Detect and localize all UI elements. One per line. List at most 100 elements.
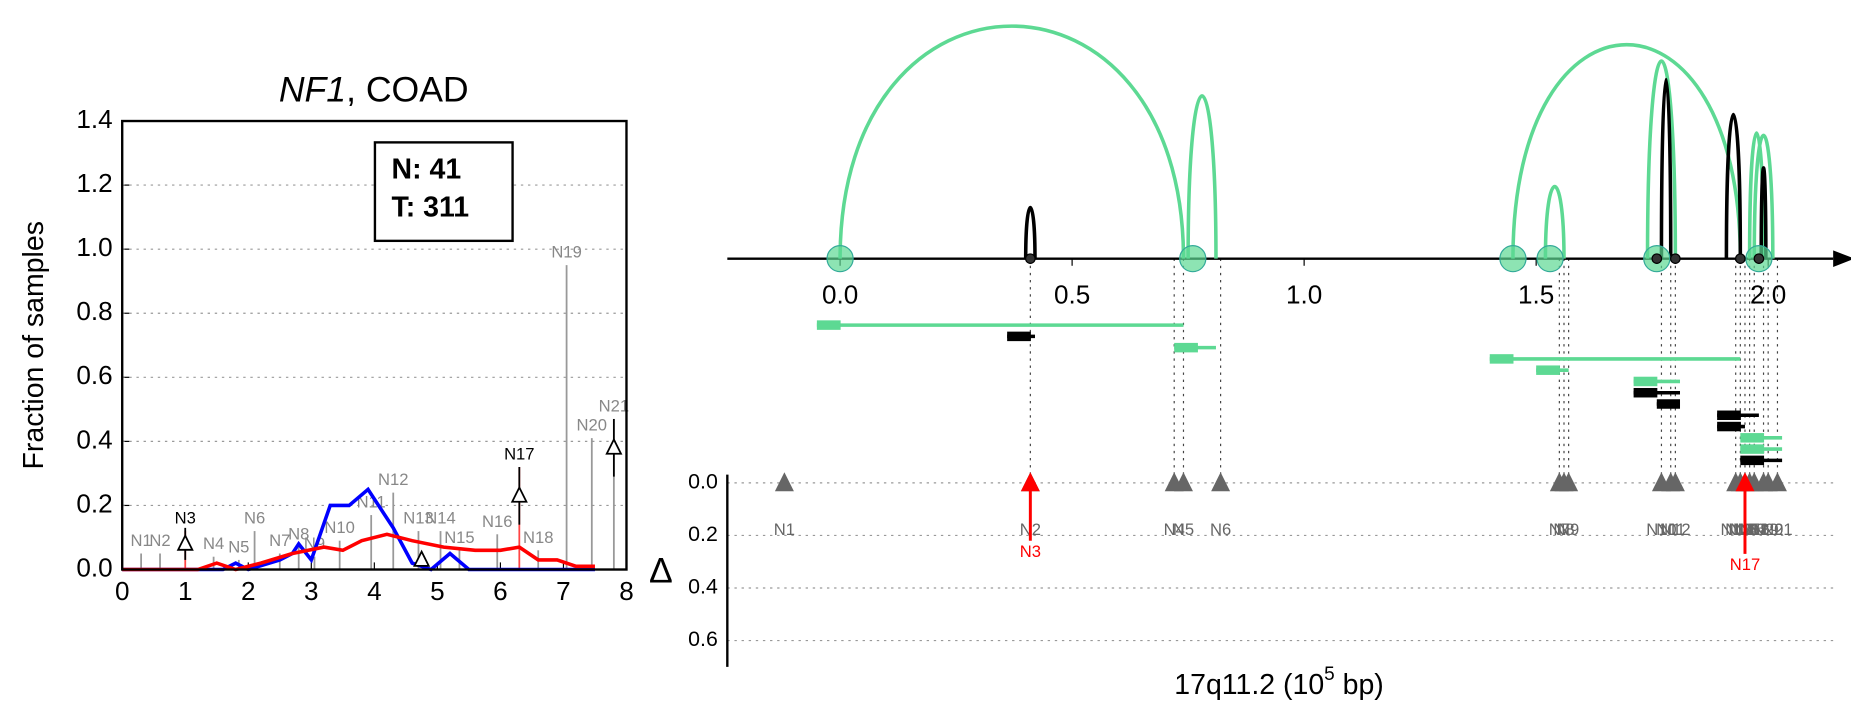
- stick-label: N4: [203, 534, 224, 553]
- x-label-text: 17q11.2 (10: [1174, 668, 1324, 700]
- node: [1651, 253, 1663, 264]
- x-tick-label: 8: [619, 576, 634, 606]
- segment-head: [1740, 455, 1765, 466]
- marker-label: N12: [1660, 520, 1690, 539]
- node: [1536, 245, 1564, 273]
- stick-label: N1: [131, 531, 152, 550]
- stick-label: N2: [149, 531, 170, 550]
- point: [510, 485, 528, 503]
- stick-label: N13: [403, 509, 433, 528]
- marker-label: N1: [774, 520, 795, 539]
- marker-label: N5: [1173, 520, 1194, 539]
- y-tick-label: 1.4: [76, 104, 112, 134]
- y-tick-label: 0.4: [688, 575, 718, 599]
- highlight-label: N3: [1020, 542, 1041, 561]
- node: [1499, 245, 1527, 273]
- marker-label: N16: [1734, 520, 1764, 539]
- arc: [1023, 206, 1037, 259]
- y-tick-label: 0.2: [76, 488, 112, 518]
- x-label-sup: 5: [1324, 664, 1335, 685]
- figure-root: NF1, COAD Fraction of samples 17q11.2 (1…: [18, 24, 1851, 700]
- stick-label: N20: [577, 416, 607, 435]
- marker: [1665, 472, 1685, 492]
- marker: [1211, 472, 1231, 492]
- x-tick-label: 6: [493, 576, 508, 606]
- segment-head: [1656, 399, 1681, 409]
- marker-label: N4: [1164, 520, 1185, 539]
- stick-label: N15: [444, 528, 474, 547]
- segment-head: [1007, 331, 1031, 342]
- stick-label: N3: [175, 509, 196, 528]
- segment-head: [1174, 342, 1198, 353]
- x-tick-label: 5: [430, 576, 445, 606]
- y-tick-label: 0.0: [76, 552, 112, 582]
- marker-label: N9: [1558, 520, 1579, 539]
- x-tick-label: 2.0: [1750, 280, 1786, 310]
- y-tick-label: 1.0: [76, 232, 112, 262]
- node: [826, 245, 854, 273]
- legend-text: T: 311: [392, 191, 470, 223]
- segment-head: [1536, 365, 1560, 375]
- marker-label: N10: [1646, 520, 1676, 539]
- x-tick-label: 1: [178, 576, 193, 606]
- x-tick-label: 0.5: [1054, 280, 1090, 310]
- stick-label: N18: [523, 528, 553, 547]
- y-tick-label: 0.6: [688, 627, 718, 651]
- stick-label: N17: [504, 445, 534, 464]
- x-tick-label: 3: [304, 576, 319, 606]
- arc: [838, 24, 1186, 259]
- title-rest: , COAD: [346, 70, 469, 110]
- x-axis-label: 17q11.2 (105 bp): [1174, 664, 1383, 700]
- legend-box: [373, 141, 514, 243]
- point: [605, 437, 623, 455]
- y-tick-label: 0.4: [76, 424, 112, 454]
- marker-label: N7: [1549, 520, 1570, 539]
- marker-label: N8: [1553, 520, 1574, 539]
- stick-label: N8: [288, 525, 309, 544]
- marker: [1173, 472, 1193, 492]
- arc: [1645, 59, 1678, 259]
- segment-head: [1633, 387, 1658, 398]
- y-tick-label: 0.8: [76, 296, 112, 326]
- y-tick-label: 0.2: [688, 522, 718, 546]
- arc: [1543, 185, 1566, 259]
- x-tick-label: 1.5: [1518, 280, 1554, 310]
- stick-label: N5: [228, 537, 249, 556]
- y-axis-label: Fraction of samples: [18, 221, 50, 469]
- marker-label: N11: [1656, 520, 1685, 539]
- stick-label: N7: [269, 531, 290, 550]
- marker-label: N6: [1210, 520, 1231, 539]
- stick-label: N12: [378, 470, 408, 489]
- marker-label: N18: [1739, 520, 1769, 539]
- segment-head: [1633, 376, 1658, 387]
- segment-head: [1740, 433, 1765, 443]
- axis-arrow: [1833, 250, 1851, 267]
- marker-label: N21: [1762, 520, 1792, 539]
- marker-label: N13: [1720, 520, 1750, 539]
- marker: [774, 472, 794, 492]
- highlight-label: N17: [1730, 555, 1760, 574]
- title-italic: NF1: [279, 70, 346, 110]
- arc: [1186, 94, 1218, 259]
- legend-text: N: 41: [392, 153, 462, 185]
- marker: [1767, 472, 1787, 492]
- marker-label: N14: [1725, 520, 1755, 539]
- node: [1734, 253, 1746, 264]
- delta-label: Δ: [649, 550, 673, 590]
- arc: [1752, 133, 1775, 259]
- marker: [1559, 472, 1579, 492]
- highlight-marker: [1020, 472, 1040, 492]
- stick-label: N21: [599, 396, 629, 415]
- arc: [1724, 112, 1743, 259]
- plot-frame: [121, 119, 628, 571]
- segment-head: [816, 320, 841, 330]
- stick-label: N6: [244, 509, 265, 528]
- node: [1670, 253, 1681, 264]
- y-tick-label: 1.2: [76, 168, 112, 198]
- x-tick-label: 0: [115, 576, 130, 606]
- segment-head: [1717, 410, 1741, 421]
- highlight-marker: [1735, 472, 1755, 492]
- stick-label: N14: [425, 509, 455, 528]
- segment-head: [1717, 421, 1741, 432]
